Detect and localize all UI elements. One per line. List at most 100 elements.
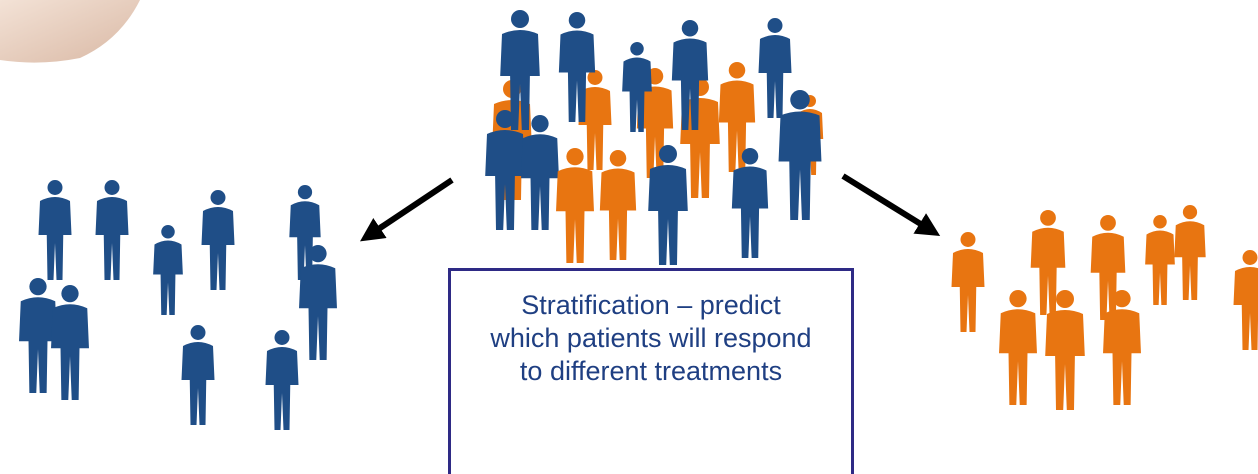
person-body — [1030, 227, 1066, 315]
person-head — [496, 110, 514, 128]
person-body — [299, 264, 337, 360]
person-body — [758, 35, 792, 118]
person — [778, 90, 822, 220]
person-head — [741, 148, 759, 165]
person-head — [210, 190, 226, 205]
person — [1103, 290, 1141, 405]
person-head — [1056, 290, 1074, 308]
person-body — [556, 167, 594, 263]
person — [201, 190, 235, 290]
person-body — [265, 347, 299, 430]
person — [556, 148, 594, 263]
person — [265, 330, 299, 430]
person-body — [778, 111, 822, 220]
person-head — [29, 278, 47, 296]
person-head — [104, 180, 120, 195]
person-head — [1040, 210, 1056, 226]
person-head — [1182, 205, 1198, 220]
person — [1145, 215, 1175, 305]
person — [1233, 250, 1258, 350]
person-body — [558, 30, 596, 122]
person — [578, 70, 612, 170]
person-body — [1145, 230, 1175, 305]
person — [38, 180, 72, 280]
person — [622, 42, 652, 132]
person-body — [636, 86, 674, 178]
person — [289, 185, 321, 280]
person — [599, 150, 637, 260]
person — [19, 278, 57, 393]
person — [95, 180, 129, 280]
person — [51, 285, 89, 400]
people — [19, 10, 1258, 430]
person-body — [201, 207, 235, 290]
person-body — [19, 297, 57, 393]
person-body — [680, 98, 720, 198]
person-head — [61, 285, 79, 303]
arrow-left — [360, 177, 454, 242]
person — [671, 20, 709, 130]
person-head — [767, 18, 783, 33]
person-head — [190, 325, 206, 340]
photo-crop — [0, 0, 140, 63]
person — [951, 232, 985, 332]
person-head — [1153, 215, 1167, 229]
person-body — [181, 342, 215, 425]
person-head — [47, 180, 63, 195]
person — [731, 148, 769, 258]
person-head — [1009, 290, 1027, 308]
person — [153, 225, 183, 315]
person-body — [951, 249, 985, 332]
person-body — [51, 304, 89, 400]
person-head — [659, 145, 677, 163]
person-head — [161, 225, 175, 239]
person-body — [95, 197, 129, 280]
person — [1090, 215, 1126, 320]
person-head — [309, 245, 327, 263]
person-head — [960, 232, 976, 247]
person — [758, 18, 792, 118]
person-head — [568, 12, 586, 29]
person-body — [521, 134, 559, 230]
person — [1045, 290, 1085, 410]
caption-box: Stratification – predict which patients … — [448, 268, 854, 474]
person — [299, 245, 337, 360]
person-body — [1233, 267, 1258, 350]
person-head — [1113, 290, 1131, 308]
person-head — [297, 185, 313, 200]
person-head — [681, 20, 699, 37]
person-body — [1045, 310, 1085, 410]
person — [718, 62, 756, 172]
arrow-right — [841, 173, 941, 237]
person-head — [566, 148, 584, 166]
person-head — [587, 70, 603, 85]
person — [181, 325, 215, 425]
person-body — [578, 87, 612, 170]
person-head — [1100, 215, 1116, 231]
person — [1030, 210, 1066, 315]
person-body — [1090, 232, 1126, 320]
person — [648, 145, 688, 265]
person-body — [671, 38, 709, 130]
person-body — [485, 130, 525, 230]
person-body — [1174, 221, 1206, 300]
person-body — [718, 80, 756, 172]
person-body — [648, 165, 688, 265]
person-head — [728, 62, 746, 79]
person-head — [630, 42, 644, 56]
person-body — [38, 197, 72, 280]
person-head — [609, 150, 627, 167]
person — [1174, 205, 1206, 300]
person-head — [274, 330, 290, 345]
person-body — [999, 309, 1037, 405]
person-body — [1103, 309, 1141, 405]
person-body — [153, 240, 183, 315]
person — [521, 115, 559, 230]
person-body — [622, 57, 652, 132]
person-head — [531, 115, 549, 133]
person-head — [790, 90, 810, 110]
person — [999, 290, 1037, 405]
person-body — [500, 30, 540, 130]
